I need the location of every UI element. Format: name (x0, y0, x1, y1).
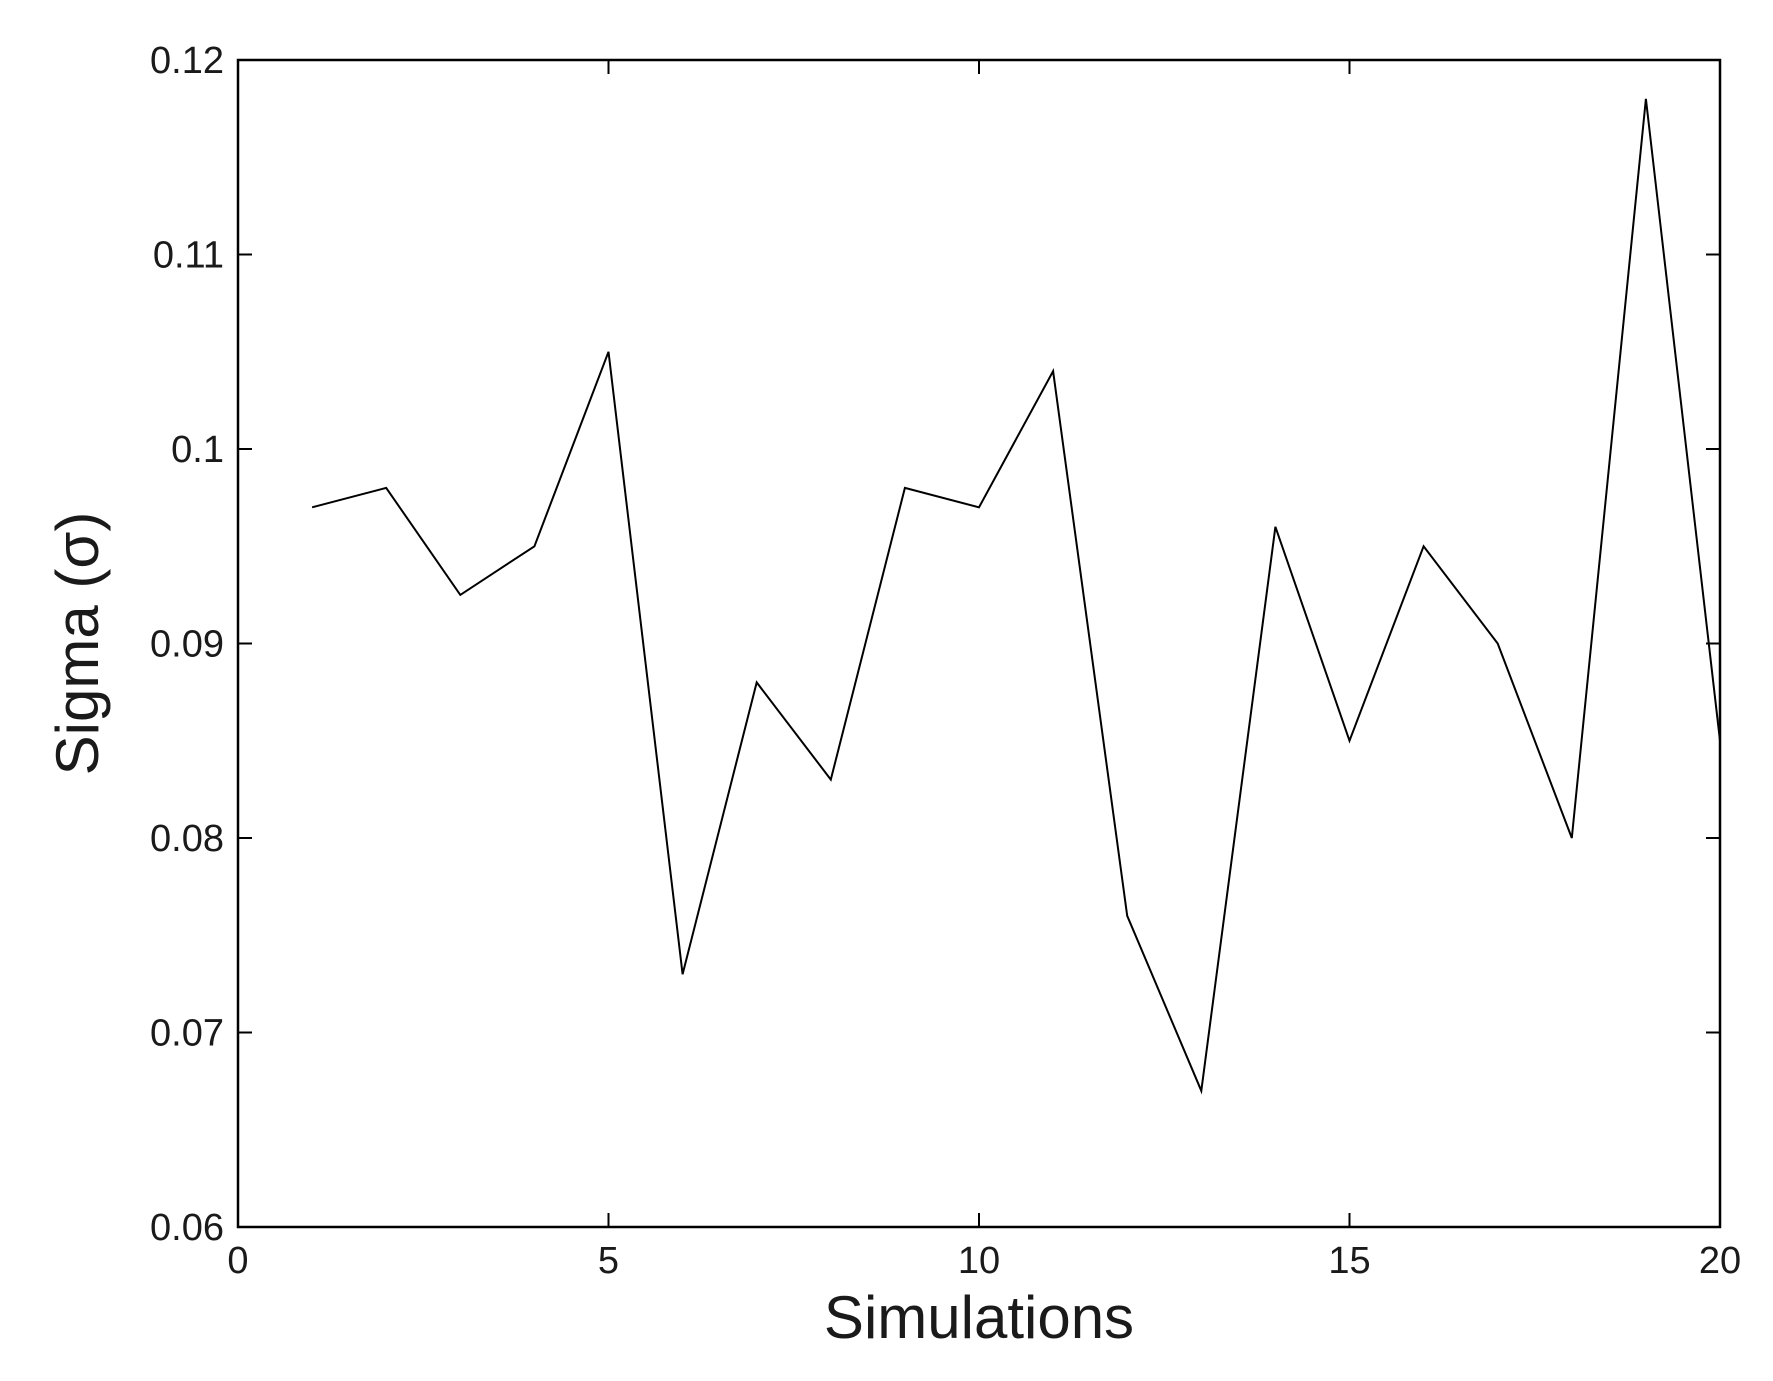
plot-frame (236, 58, 1722, 1229)
y-axis-label: Sigma (σ) (44, 512, 111, 776)
y-tick-label: 0.06 (150, 1207, 224, 1249)
y-tick-label: 0.12 (150, 40, 224, 82)
x-tick-label: 20 (1699, 1240, 1741, 1282)
series-layer (311, 98, 1721, 1095)
y-tick-label: 0.09 (150, 624, 224, 666)
x-tick-label: 15 (1328, 1240, 1370, 1282)
y-tick-label: 0.11 (153, 235, 224, 277)
y-tick-label: 0.1 (171, 429, 224, 471)
labels-layer: Simulations Sigma (σ) (44, 512, 1134, 1351)
x-axis-label: Simulations (824, 1284, 1134, 1351)
ticks-layer: 0 5 10 15 20 0.06 0.07 0.08 0.09 0.1 0.11 0.12 (150, 40, 1741, 1282)
x-tick-label: 5 (598, 1240, 619, 1282)
y-tick-label: 0.08 (150, 818, 224, 860)
x-tick-label: 0 (227, 1240, 248, 1282)
x-tick-label: 10 (958, 1240, 1000, 1282)
series-line (311, 98, 1721, 1095)
y-tick-label: 0.07 (150, 1013, 224, 1055)
